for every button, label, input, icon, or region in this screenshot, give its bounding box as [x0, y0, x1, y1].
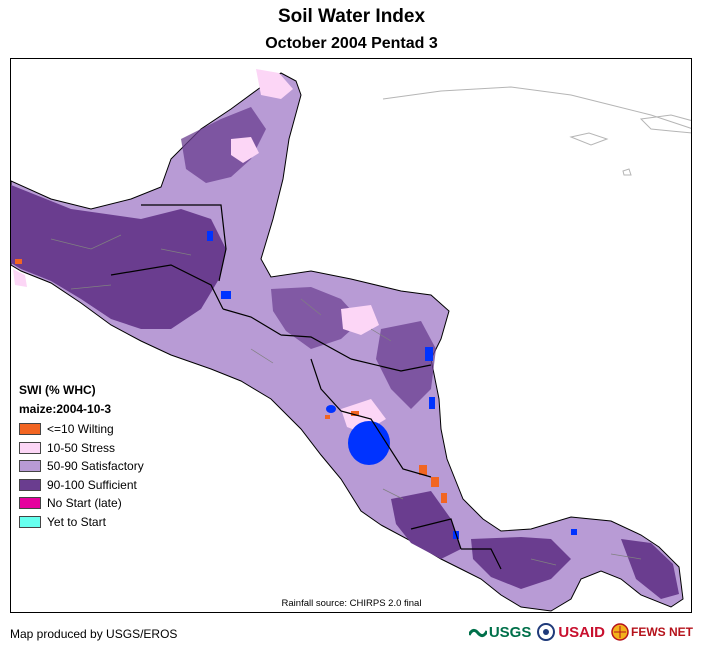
legend-label: <=10 Wilting	[47, 422, 114, 437]
legend-swatch	[19, 478, 41, 491]
legend-subtitle: maize:2004-10-3	[19, 402, 112, 416]
usgs-wave-icon	[468, 628, 487, 638]
wilting-spot	[15, 259, 22, 264]
legend-label: Yet to Start	[47, 514, 106, 529]
usaid-seal-icon	[537, 623, 556, 641]
legend-swatch	[19, 497, 41, 510]
legend-label: No Start (late)	[47, 496, 122, 511]
land-mass	[11, 72, 684, 612]
sufficient-zone-honduras	[271, 287, 361, 349]
legend-item-sufficient: 90-100 Sufficient	[19, 476, 189, 495]
sufficient-zone-yucatan	[181, 107, 266, 183]
wilting-spot	[431, 477, 439, 487]
wilting-spot	[351, 411, 359, 416]
usaid-logo-text: USAID	[558, 623, 605, 641]
sufficient-zone-panama-east	[621, 539, 679, 599]
legend-swatch	[19, 423, 41, 436]
sufficient-zone-nicaragua	[376, 321, 436, 409]
sufficient-zone-guatemala	[11, 185, 226, 329]
map-subtitle: October 2004 Pentad 3	[265, 35, 438, 52]
lake-managua	[326, 405, 336, 413]
water-patch	[207, 231, 213, 241]
legend-title: SWI (% WHC)	[19, 383, 96, 397]
lake-nicaragua	[348, 421, 390, 465]
wilting-spot	[325, 415, 330, 419]
legend-label: 50-90 Satisfactory	[47, 459, 144, 474]
usgs-logo: USGS	[468, 623, 532, 641]
map-producer: Map produced by USGS/EROS	[10, 627, 178, 641]
water-patch	[425, 347, 433, 361]
fews-logo-text: FEWS NET	[631, 625, 693, 639]
legend-swatch	[19, 460, 41, 473]
jamaica-outline	[569, 132, 609, 146]
admin-borders	[50, 234, 642, 566]
usaid-logo: USAID	[537, 623, 605, 641]
sufficient-zone-panama	[471, 537, 571, 589]
island-outline	[622, 168, 632, 176]
legend-swatch	[19, 441, 41, 454]
legend-item-yet-to-start: Yet to Start	[19, 513, 189, 532]
wilting-spot	[419, 465, 427, 475]
legend-item-satisfactory: 50-90 Satisfactory	[19, 457, 189, 476]
legend-item-no-start: No Start (late)	[19, 494, 189, 513]
map-legend: SWI (% WHC) maize:2004-10-3 <=10 Wilting…	[19, 381, 189, 531]
country-borders	[110, 204, 502, 570]
water-patch	[571, 529, 577, 535]
legend-item-stress: 10-50 Stress	[19, 439, 189, 458]
fews-globe-icon	[611, 623, 629, 641]
legend-label: 10-50 Stress	[47, 440, 116, 455]
logo-strip: USGS USAID FEWS NET	[468, 623, 693, 641]
cuba-outline	[382, 86, 691, 129]
water-patch	[221, 291, 231, 299]
stress-zone-belize	[231, 137, 259, 163]
stress-zone-honduras	[341, 305, 379, 335]
stress-zone-elsalvador	[13, 269, 27, 287]
legend-label: 90-100 Sufficient	[47, 477, 137, 492]
map-canvas	[11, 69, 691, 612]
stress-zone-yucatan	[256, 69, 293, 99]
hispaniola-outline	[639, 114, 691, 134]
usgs-logo-text: USGS	[488, 623, 532, 641]
wilting-spot	[441, 493, 447, 503]
fews-logo: FEWS NET	[611, 623, 693, 641]
legend-swatch	[19, 515, 41, 528]
rainfall-source: Rainfall source: CHIRPS 2.0 final	[281, 598, 422, 609]
legend-item-wilting: <=10 Wilting	[19, 420, 189, 439]
map-frame	[10, 58, 692, 613]
water-patch	[429, 397, 435, 409]
map-title: Soil Water Index	[277, 6, 426, 27]
